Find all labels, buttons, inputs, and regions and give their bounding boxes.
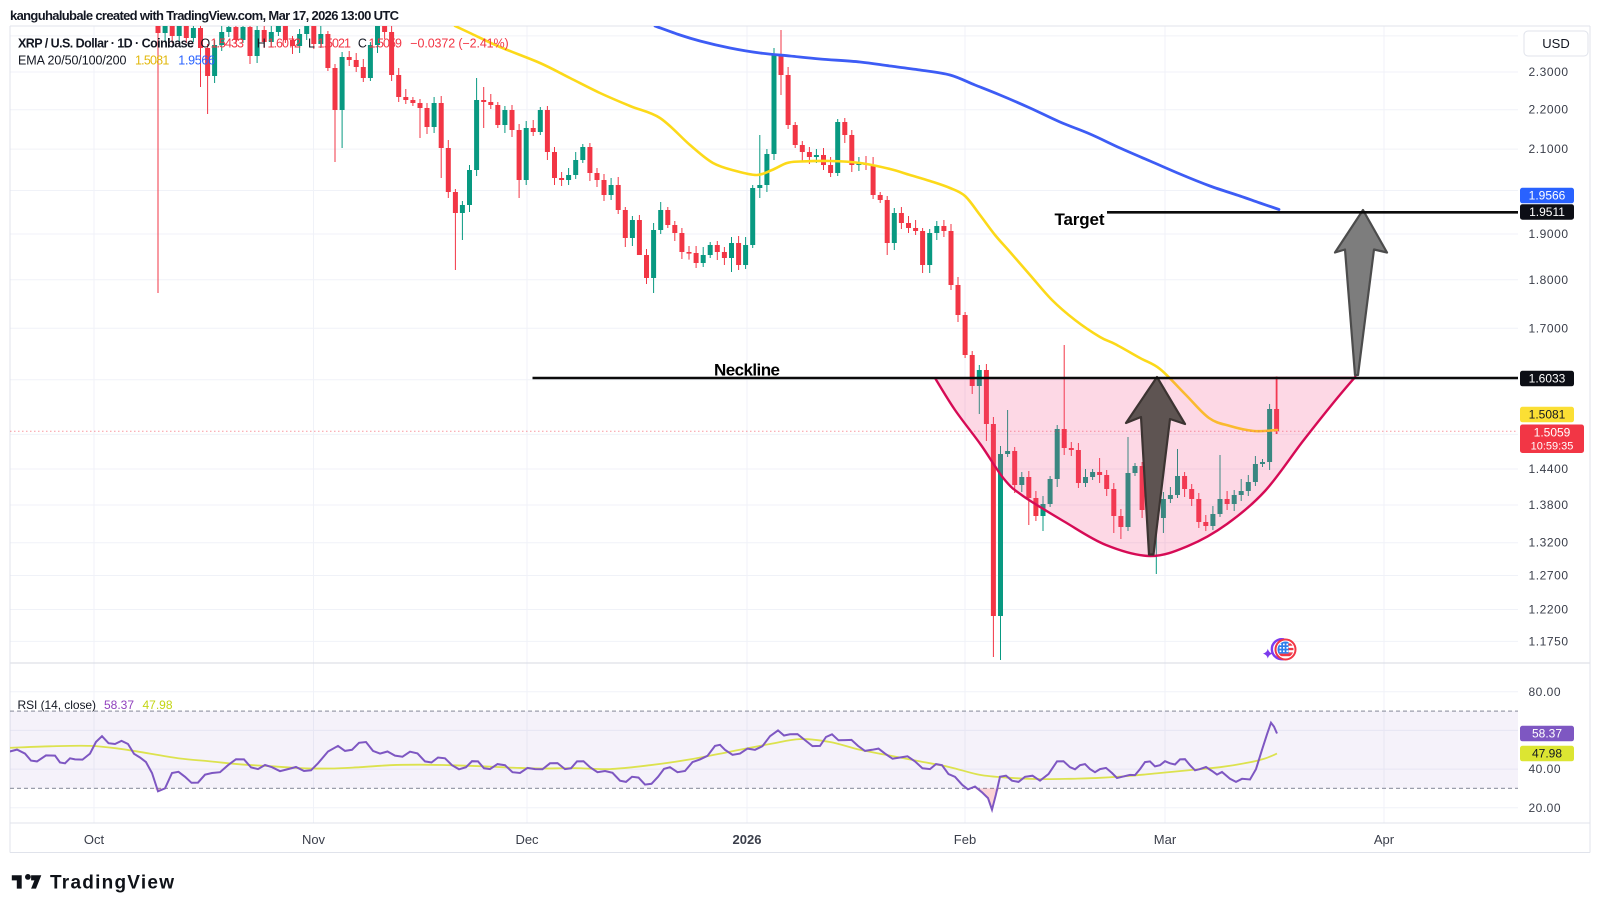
- svg-text:1.5059: 1.5059: [1534, 426, 1571, 440]
- svg-text:1.9566: 1.9566: [178, 54, 215, 68]
- svg-text:1.5081: 1.5081: [1529, 408, 1566, 422]
- svg-text:Dec: Dec: [515, 832, 539, 847]
- svg-text:1.5081: 1.5081: [135, 54, 169, 68]
- svg-text:47.98: 47.98: [1532, 747, 1562, 761]
- svg-text:1.4400: 1.4400: [1529, 462, 1569, 476]
- svg-text:80.00: 80.00: [1529, 685, 1561, 699]
- svg-text:Nov: Nov: [302, 832, 326, 847]
- svg-text:C: C: [358, 37, 367, 51]
- svg-text:Neckline: Neckline: [714, 361, 780, 380]
- svg-text:2.3000: 2.3000: [1529, 65, 1569, 79]
- svg-text:58.37: 58.37: [104, 698, 134, 712]
- svg-text:Apr: Apr: [1374, 832, 1395, 847]
- svg-text:2.2000: 2.2000: [1529, 103, 1569, 117]
- svg-text:58.37: 58.37: [1532, 727, 1562, 741]
- svg-text:2026: 2026: [733, 832, 762, 847]
- svg-text:Mar: Mar: [1154, 832, 1177, 847]
- svg-text:1.2700: 1.2700: [1529, 569, 1569, 583]
- svg-text:1.6033: 1.6033: [1529, 372, 1566, 386]
- svg-text:40.00: 40.00: [1529, 762, 1561, 776]
- svg-text:XRP / U.S. Dollar · 1D · Coinb: XRP / U.S. Dollar · 1D · Coinbase: [18, 37, 194, 51]
- svg-text:47.98: 47.98: [143, 698, 173, 712]
- svg-text:Feb: Feb: [954, 832, 976, 847]
- svg-text:O: O: [201, 37, 211, 51]
- svg-text:USD: USD: [1542, 36, 1569, 51]
- svg-text:H: H: [257, 37, 266, 51]
- svg-text:1.9000: 1.9000: [1529, 227, 1569, 241]
- svg-text:1.7000: 1.7000: [1529, 321, 1569, 335]
- svg-text:kanguhalubale created with Tra: kanguhalubale created with TradingView.c…: [10, 8, 400, 23]
- svg-text:1.2200: 1.2200: [1529, 603, 1569, 617]
- svg-text:1.5021: 1.5021: [318, 37, 352, 51]
- svg-text:Target: Target: [1055, 210, 1105, 229]
- svg-text:10:59:35: 10:59:35: [1531, 441, 1574, 453]
- svg-text:1.3800: 1.3800: [1529, 498, 1569, 512]
- svg-text:1.8000: 1.8000: [1529, 273, 1569, 287]
- svg-text:1.9511: 1.9511: [1529, 205, 1565, 219]
- svg-text:L: L: [308, 37, 315, 51]
- svg-text:1.1750: 1.1750: [1529, 634, 1569, 648]
- svg-text:1.3200: 1.3200: [1529, 536, 1569, 550]
- svg-text:RSI (14, close): RSI (14, close): [18, 698, 97, 712]
- svg-text:1.9566: 1.9566: [1529, 189, 1566, 203]
- svg-text:2.1000: 2.1000: [1529, 142, 1569, 156]
- svg-text:EMA 20/50/100/200: EMA 20/50/100/200: [18, 54, 126, 68]
- svg-text:−0.0372 (−2.41%): −0.0372 (−2.41%): [410, 37, 508, 51]
- svg-text:20.00: 20.00: [1529, 801, 1561, 815]
- svg-text:1.5059: 1.5059: [369, 37, 403, 51]
- svg-text:1.5433: 1.5433: [211, 37, 245, 51]
- svg-text:1.6072: 1.6072: [268, 37, 302, 51]
- svg-text:TradingView: TradingView: [50, 873, 174, 894]
- svg-text:Oct: Oct: [84, 832, 105, 847]
